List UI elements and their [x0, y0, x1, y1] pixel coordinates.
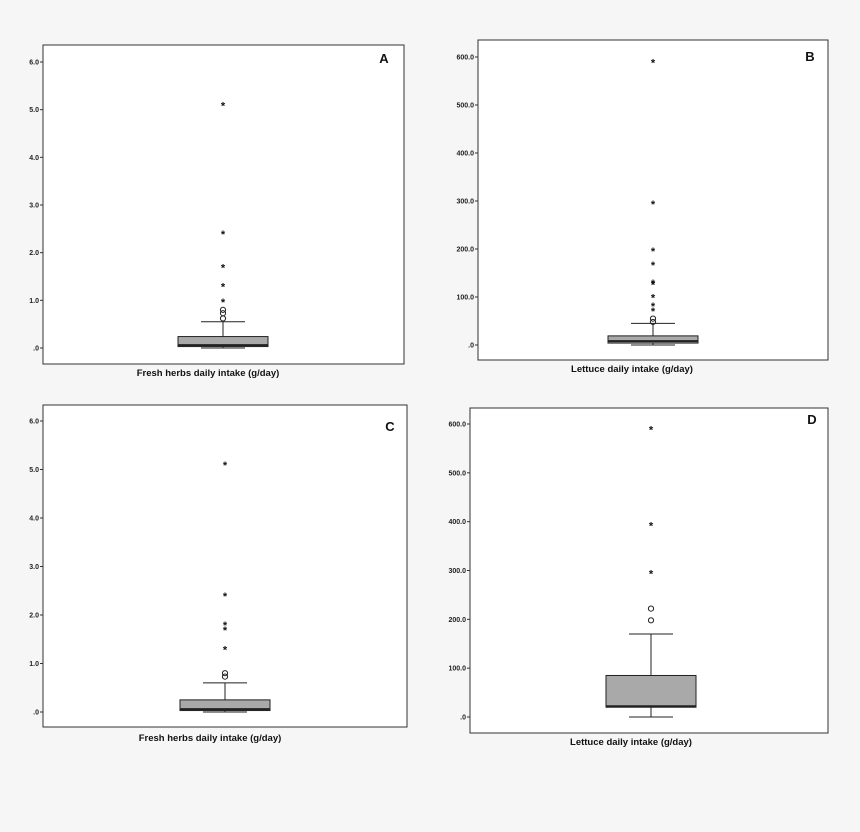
y-tick-label: 4.0	[29, 516, 39, 523]
extreme-point: *	[651, 278, 656, 290]
extreme-point: *	[221, 100, 226, 112]
panel-letter: A	[379, 51, 389, 66]
y-tick-label: 600.0	[456, 55, 474, 62]
y-tick-label: .0	[33, 710, 39, 717]
extreme-point: *	[221, 297, 226, 309]
extreme-point: *	[649, 568, 654, 580]
y-tick-label: 600.0	[448, 422, 466, 429]
extreme-point: *	[651, 246, 656, 258]
x-axis-label: Lettuce daily intake (g/day)	[571, 364, 693, 375]
y-tick-label: 3.0	[29, 203, 39, 210]
y-tick-label: 5.0	[29, 107, 39, 114]
y-tick-label: .0	[33, 346, 39, 353]
panel-letter: D	[807, 412, 816, 427]
y-tick-label: 4.0	[29, 155, 39, 162]
outlier-point	[647, 617, 655, 624]
y-tick-label: 500.0	[448, 470, 466, 477]
extreme-point: *	[651, 199, 656, 211]
panel-c: .0 1.0 2.0 3.0 4.0 5.0 6.0 C Fresh herbs daily i…	[29, 404, 408, 744]
panel-b: .0 100.0 200.0 300.0 400.0 500.0 600.0 B Lettuce…	[456, 39, 829, 375]
box-plot: *****	[179, 460, 271, 713]
extreme-point: *	[651, 293, 656, 305]
extreme-point: *	[221, 282, 226, 294]
y-tick-label: 200.0	[456, 247, 474, 254]
iqr-box	[179, 699, 271, 712]
x-axis-label: Lettuce daily intake (g/day)	[570, 737, 692, 748]
y-tick-label: .0	[468, 343, 474, 350]
outlier-point	[221, 673, 229, 680]
iqr-box	[607, 335, 699, 344]
extreme-point: *	[223, 460, 228, 472]
panel-d: .0 100.0 200.0 300.0 400.0 500.0 600.0 D Lettuce…	[448, 407, 829, 748]
extreme-point: *	[649, 521, 654, 533]
y-tick-label: 2.0	[29, 250, 39, 257]
y-tick-label: 1.0	[29, 298, 39, 305]
x-axis-label: Fresh herbs daily intake (g/day)	[139, 733, 282, 744]
y-tick-label: .0	[460, 715, 466, 722]
y-tick-label: 2.0	[29, 613, 39, 620]
y-tick-label: 300.0	[456, 199, 474, 206]
y-tick-label: 500.0	[456, 103, 474, 110]
extreme-point: *	[649, 424, 654, 436]
iqr-box	[605, 674, 697, 708]
x-axis-label: Fresh herbs daily intake (g/day)	[137, 368, 280, 379]
outlier-point	[219, 306, 227, 313]
outlier-point	[219, 310, 227, 317]
y-tick-label: 3.0	[29, 564, 39, 571]
panel-a: .0 1.0 2.0 3.0 4.0 5.0 6.0 A Fresh herbs daily i…	[29, 44, 405, 379]
extreme-point: *	[223, 620, 228, 632]
extreme-point: *	[651, 280, 656, 292]
outlier-point	[649, 315, 657, 322]
y-tick-label: 6.0	[29, 60, 39, 67]
y-tick-label: 6.0	[29, 419, 39, 426]
y-tick-label: 100.0	[456, 295, 474, 302]
outlier-point	[647, 605, 655, 612]
plot-area	[42, 404, 408, 728]
extreme-point: *	[223, 591, 228, 603]
outlier-point	[221, 670, 229, 677]
box-plot: * * * * *	[177, 100, 269, 349]
y-tick-label: 400.0	[456, 151, 474, 158]
box-plot: * * *	[605, 424, 697, 718]
extreme-point: *	[651, 57, 656, 69]
y-tick-label: 100.0	[448, 666, 466, 673]
extreme-point: *	[221, 262, 226, 274]
box-plot: *********	[607, 57, 699, 346]
y-tick-label: 1.0	[29, 661, 39, 668]
iqr-box	[177, 336, 269, 348]
panel-letter: C	[385, 419, 395, 434]
extreme-point: *	[651, 260, 656, 272]
extreme-point: *	[651, 301, 656, 313]
extreme-point: *	[223, 644, 228, 656]
y-tick-label: 400.0	[448, 519, 466, 526]
extreme-point: *	[221, 229, 226, 241]
outlier-point	[649, 318, 657, 326]
y-tick-label: 5.0	[29, 467, 39, 474]
panel-letter: B	[805, 49, 814, 64]
y-tick-label: 200.0	[448, 617, 466, 624]
extreme-point: *	[223, 625, 228, 637]
y-tick-label: 300.0	[448, 568, 466, 575]
extreme-point: *	[651, 306, 656, 318]
plot-area	[477, 39, 829, 361]
